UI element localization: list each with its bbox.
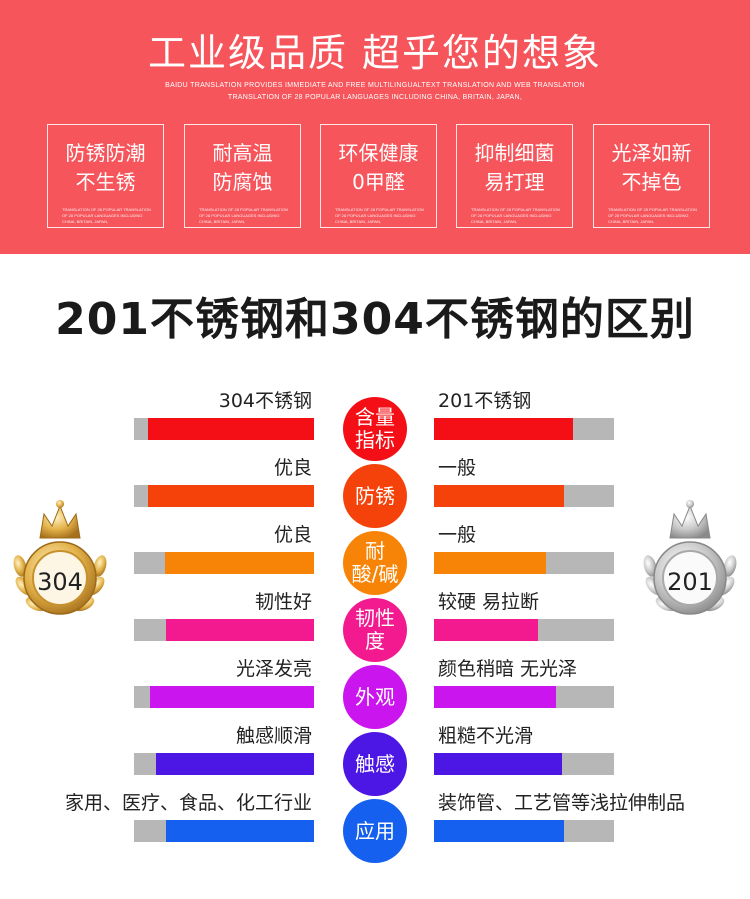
left-bar-fill — [165, 552, 314, 574]
category-line-1: 触感 — [355, 751, 395, 776]
feature-fine-print: TRANSLATION OF 28 POPULAR TRANSLATION OF… — [471, 207, 560, 224]
feature-box-heat-resistant: 耐高温防腐蚀 TRANSLATION OF 28 POPULAR TRANSLA… — [184, 124, 301, 228]
right-bar-track — [434, 619, 614, 641]
category-line-1: 应用 — [355, 818, 395, 843]
left-value-label: 韧性好 — [254, 591, 312, 613]
banner-title: 工业级品质 超乎您的想象 — [147, 31, 603, 75]
category-line-1: 外观 — [355, 684, 395, 709]
left-value-label: 优良 — [273, 457, 312, 479]
left-bar-fill — [148, 485, 314, 507]
right-bar-fill — [434, 485, 564, 507]
left-value-label: 家用、医疗、食品、化工行业 — [64, 792, 312, 814]
feature-line-2: 0甲醛 — [352, 170, 405, 194]
right-bar-track — [434, 552, 614, 574]
feature-line-1: 抑制细菌 — [474, 141, 555, 165]
right-bar-fill — [434, 418, 573, 440]
feature-line-1: 光泽如新 — [611, 141, 692, 165]
category-line-2: 度 — [365, 629, 385, 653]
medal-201: 201 — [640, 496, 740, 636]
feature-fine-print: TRANSLATION OF 28 POPULAR TRANSLATION OF… — [608, 207, 697, 224]
right-bar-track — [434, 686, 614, 708]
left-bar-fill — [166, 619, 314, 641]
category-line-2: 酸/碱 — [351, 562, 399, 586]
feature-fine-print: TRANSLATION OF 28 POPULAR TRANSLATION OF… — [199, 207, 288, 224]
feature-box-rustproof: 防锈防潮不生锈 TRANSLATION OF 28 POPULAR TRANSL… — [47, 124, 164, 228]
left-bar-track — [134, 686, 314, 708]
feature-box-antibacterial: 抑制细菌易打理 TRANSLATION OF 28 POPULAR TRANSL… — [456, 124, 573, 228]
left-bar-track — [134, 820, 314, 842]
left-value-label: 304不锈钢 — [218, 390, 312, 412]
left-bar-track — [134, 552, 314, 574]
right-value-label: 一般 — [438, 524, 477, 546]
comparison-title: 201不锈钢和304不锈钢的区别 — [55, 294, 695, 345]
right-bar-track — [434, 820, 614, 842]
category-line-1: 韧性 — [355, 606, 395, 630]
left-bar-track — [134, 418, 314, 440]
left-bar-fill — [166, 820, 314, 842]
right-bar-fill — [434, 753, 562, 775]
silver-medal-icon — [643, 500, 737, 615]
category-line-1: 含量 — [355, 405, 395, 429]
left-bar-fill — [156, 753, 314, 775]
right-value-label: 201不锈钢 — [438, 390, 532, 412]
banner-subtitle-line-1: BAIDU TRANSLATION PROVIDES IMMEDIATE AND… — [165, 82, 585, 89]
left-value-label: 光泽发亮 — [235, 658, 312, 680]
left-bar-track — [134, 619, 314, 641]
category-badge: 触感 — [343, 732, 407, 796]
category-line-1: 耐 — [365, 539, 385, 563]
category-line-2: 指标 — [355, 428, 395, 452]
feature-fine-print: TRANSLATION OF 28 POPULAR TRANSLATION OF… — [335, 207, 424, 224]
left-bar-track — [134, 753, 314, 775]
right-bar-fill — [434, 820, 564, 842]
left-value-label: 优良 — [273, 524, 312, 546]
right-bar-track — [434, 753, 614, 775]
feature-line-2: 不生锈 — [75, 170, 136, 194]
feature-line-1: 耐高温 — [212, 141, 273, 165]
category-badge: 耐酸/碱 — [343, 531, 407, 595]
feature-box-lasting-shine: 光泽如新不掉色 TRANSLATION OF 28 POPULAR TRANSL… — [593, 124, 710, 228]
right-value-label: 颜色稍暗 无光泽 — [438, 658, 578, 680]
feature-fine-print: TRANSLATION OF 28 POPULAR TRANSLATION OF… — [62, 207, 151, 224]
category-line-1: 防锈 — [355, 483, 395, 508]
category-badge: 防锈 — [343, 464, 407, 528]
banner-subtitle-line-2: TRANSLATION OF 28 POPULAR LANGUAGES INCL… — [227, 94, 523, 101]
right-bar-track — [434, 418, 614, 440]
medal-304: 304 — [10, 496, 110, 636]
gold-medal-icon — [13, 500, 107, 615]
right-value-label: 一般 — [438, 457, 477, 479]
feature-line-1: 防锈防潮 — [65, 141, 146, 165]
left-bar-fill — [148, 418, 314, 440]
category-badge: 含量 指标 — [343, 397, 407, 461]
category-badge: 韧性度 — [343, 598, 407, 662]
left-value-label: 触感顺滑 — [235, 725, 312, 747]
right-bar-track — [434, 485, 614, 507]
category-badge: 应用 — [343, 799, 407, 863]
right-bar-fill — [434, 686, 556, 708]
right-value-label: 装饰管、工艺管等浅拉伸制品 — [438, 792, 686, 814]
feature-box-eco-health: 环保健康 0甲醛 TRANSLATION OF 28 POPULAR TRANSL… — [320, 124, 437, 228]
right-value-label: 粗糙不光滑 — [438, 725, 534, 747]
feature-line-1: 环保健康 — [338, 141, 419, 165]
medal-label: 201 — [667, 568, 713, 596]
medal-label: 304 — [37, 568, 83, 596]
left-bar-fill — [150, 686, 314, 708]
right-bar-fill — [434, 619, 538, 641]
category-badge: 外观 — [343, 665, 407, 729]
feature-line-2: 防腐蚀 — [212, 170, 273, 194]
top-banner: 工业级品质 超乎您的想象 BAIDU TRANSLATION PROVIDES … — [0, 0, 750, 254]
right-value-label: 较硬 易拉断 — [438, 591, 540, 613]
right-bar-fill — [434, 552, 546, 574]
left-bar-track — [134, 485, 314, 507]
feature-line-2: 不掉色 — [621, 170, 682, 194]
feature-line-2: 易打理 — [484, 170, 545, 194]
